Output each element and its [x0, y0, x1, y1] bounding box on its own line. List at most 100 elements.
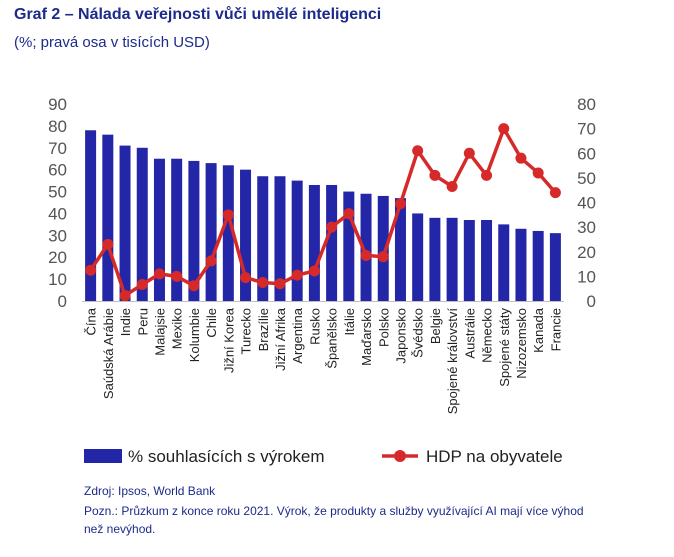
- gdp-point-4: [136, 279, 148, 291]
- gdp-point-2: [102, 238, 114, 250]
- right-axis-tick-label: 60: [577, 144, 596, 163]
- gdp-point-24: [481, 169, 493, 181]
- bar-6: [171, 158, 183, 301]
- bar-24: [481, 220, 493, 301]
- gdp-point-8: [205, 255, 217, 267]
- bar-8: [205, 163, 217, 301]
- bar-25: [498, 224, 510, 301]
- bar-2: [102, 134, 114, 301]
- right-axis-tick-label: 30: [577, 218, 596, 237]
- bar-20: [412, 213, 424, 301]
- bar-14: [308, 184, 320, 301]
- category-label: Španělsko: [325, 308, 340, 369]
- bar-11: [257, 176, 269, 301]
- source-note: Zdroj: Ipsos, World Bank: [84, 484, 216, 498]
- category-label: Rusko: [307, 308, 322, 345]
- category-label: Maďarsko: [359, 308, 374, 366]
- right-axis-tick-label: 70: [577, 120, 596, 139]
- legend-bar-swatch: [84, 449, 122, 463]
- gdp-point-12: [274, 278, 286, 290]
- legend-bar-label: % souhlasících s výrokem: [128, 447, 325, 466]
- bar-7: [188, 160, 200, 301]
- bar-5: [153, 158, 165, 301]
- gdp-point-25: [498, 123, 510, 135]
- bar-1: [85, 130, 97, 301]
- gdp-point-19: [394, 198, 406, 210]
- category-label: Turecko: [239, 308, 254, 354]
- gdp-point-7: [188, 280, 200, 292]
- bar-28: [549, 233, 561, 301]
- gdp-point-21: [429, 169, 441, 181]
- category-label: Malajsie: [152, 308, 167, 356]
- bar-17: [360, 193, 372, 301]
- category-label: Saúdská Arábie: [101, 308, 116, 399]
- gdp-point-17: [360, 249, 372, 261]
- bar-15: [326, 184, 338, 301]
- category-label: Mexiko: [170, 308, 185, 349]
- left-axis-tick-label: 60: [48, 161, 67, 180]
- category-label: Chile: [204, 308, 219, 338]
- category-label: Indie: [118, 308, 133, 336]
- right-axis-tick-label: 0: [587, 292, 596, 311]
- chart-canvas: 0 10 20 30 40 50 60 70 80 90 0 10 20 30 40 50 60 70 80 Čína…: [48, 95, 596, 466]
- bar-19: [394, 198, 406, 301]
- bar-23: [463, 220, 475, 301]
- left-axis-tick-label: 10: [48, 270, 67, 289]
- category-label: Polsko: [376, 308, 391, 347]
- chart-subtitle: (%; pravá osa v tisících USD): [14, 34, 210, 51]
- left-axis-tick-label: 70: [48, 139, 67, 158]
- category-label: Jižní Afrika: [273, 307, 288, 371]
- footnote: Pozn.: Průzkum z konce roku 2021. Výrok,…: [84, 504, 584, 536]
- left-axis-tick-label: 40: [48, 204, 67, 223]
- gdp-point-6: [171, 270, 183, 282]
- bar-12: [274, 176, 286, 301]
- gdp-point-11: [257, 277, 269, 289]
- right-axis-tick-label: 20: [577, 243, 596, 262]
- left-axis-tick-label: 30: [48, 226, 67, 245]
- bar-9: [222, 165, 234, 301]
- gdp-point-1: [85, 264, 97, 276]
- bar-27: [532, 230, 544, 301]
- legend-line-label: HDP na obyvatele: [426, 447, 563, 466]
- category-label: Nizozemsko: [514, 308, 529, 379]
- category-label: Čína: [84, 307, 99, 335]
- category-label: Spojené státy: [497, 308, 512, 387]
- legend-line-marker: [394, 450, 406, 462]
- right-axis-tick-label: 80: [577, 95, 596, 114]
- right-axis-tick-label: 10: [577, 267, 596, 286]
- category-label: Austrálie: [462, 308, 477, 359]
- gdp-point-9: [222, 209, 234, 221]
- bar-10: [240, 169, 252, 301]
- category-label: Brazílie: [256, 308, 271, 351]
- gdp-point-16: [343, 208, 355, 220]
- gdp-point-28: [549, 187, 561, 199]
- bar-18: [377, 195, 389, 301]
- gdp-point-13: [291, 269, 303, 281]
- left-axis-tick-label: 20: [48, 248, 67, 267]
- bar-26: [515, 228, 527, 301]
- category-label: Německo: [480, 308, 495, 363]
- category-label: Peru: [135, 308, 150, 335]
- bar-3: [119, 145, 131, 301]
- gdp-point-23: [463, 147, 475, 159]
- gdp-point-5: [153, 268, 165, 280]
- right-axis-tick-label: 50: [577, 169, 596, 188]
- gdp-point-26: [515, 152, 527, 164]
- gdp-point-18: [377, 251, 389, 263]
- category-label: Itálie: [342, 308, 357, 335]
- bar-4: [136, 147, 148, 301]
- bar-13: [291, 180, 303, 301]
- gdp-point-15: [326, 221, 338, 233]
- category-label: Kanada: [531, 307, 546, 353]
- left-axis-tick-label: 80: [48, 117, 67, 136]
- bar-21: [429, 217, 441, 301]
- category-label: Švédsko: [411, 308, 426, 358]
- left-axis-tick-label: 90: [48, 95, 67, 114]
- gdp-point-20: [412, 145, 424, 157]
- gdp-point-22: [446, 180, 458, 192]
- left-axis-tick-label: 50: [48, 183, 67, 202]
- gdp-point-10: [240, 272, 252, 284]
- category-label: Argentina: [290, 307, 305, 363]
- bar-16: [343, 191, 355, 301]
- category-label: Spojené království: [445, 308, 460, 415]
